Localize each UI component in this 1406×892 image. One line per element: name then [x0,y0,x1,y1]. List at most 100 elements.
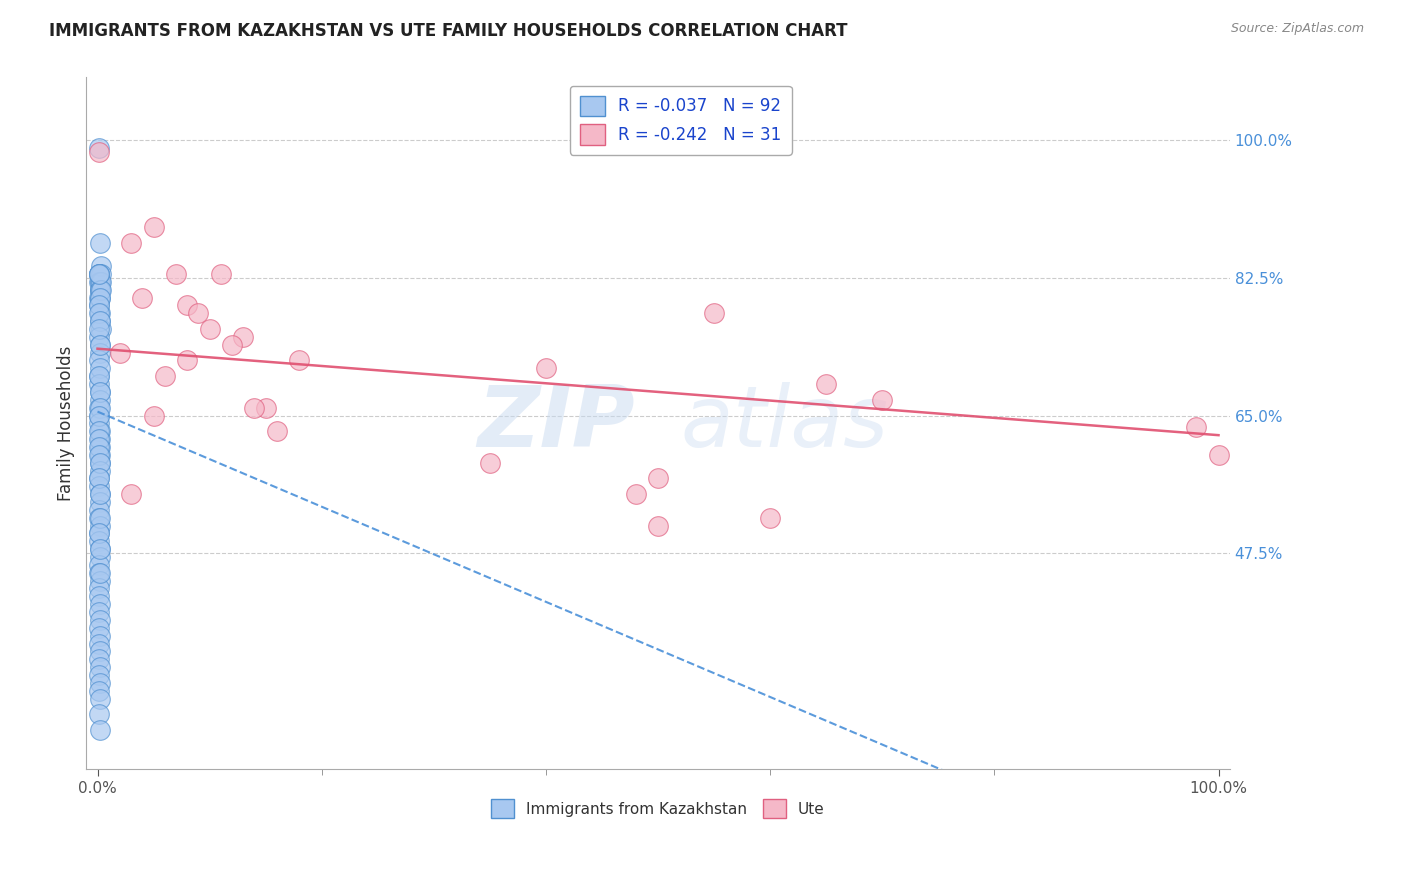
Point [87,409,110,423]
Point [89,542,111,557]
Point [89,337,111,351]
Point [87,267,110,281]
Point [87,471,110,485]
Point [87,298,110,312]
Point [870,392,893,407]
Point [90,267,112,281]
Point [89,345,111,359]
Point [89,314,111,328]
Point [87,369,110,384]
Point [89,424,111,438]
Text: Source: ZipAtlas.com: Source: ZipAtlas.com [1230,22,1364,36]
Point [89,644,111,658]
Point [131,291,153,305]
Point [87,424,110,438]
Point [87,322,110,336]
Point [176,353,198,368]
Point [87,353,110,368]
Point [89,392,111,407]
Point [90,259,112,273]
Point [89,629,111,643]
Text: atlas: atlas [681,382,889,465]
Point [1185,420,1208,434]
Point [703,306,725,320]
Point [89,495,111,509]
Y-axis label: Family Households: Family Households [58,346,75,501]
Point [142,219,165,234]
Point [87,526,110,541]
Point [89,275,111,289]
Point [89,487,111,501]
Point [89,723,111,737]
Point [89,361,111,376]
Point [89,464,111,478]
Point [87,683,110,698]
Point [89,448,111,462]
Point [87,707,110,722]
Point [87,534,110,549]
Point [89,337,111,351]
Point [89,574,111,588]
Point [89,432,111,446]
Point [87,267,110,281]
Point [815,377,838,392]
Point [89,549,111,564]
Point [89,283,111,297]
Point [87,605,110,619]
Point [89,456,111,470]
Point [87,479,110,493]
Point [89,314,111,328]
Point [89,283,111,297]
Point [87,558,110,572]
Point [89,306,111,320]
Point [87,417,110,431]
Point [87,291,110,305]
Point [87,141,110,155]
Point [87,432,110,446]
Point [153,369,176,384]
Point [87,503,110,517]
Point [87,621,110,635]
Point [198,322,221,336]
Point [478,456,501,470]
Point [89,291,111,305]
Point [87,267,110,281]
Point [87,306,110,320]
Point [108,345,131,359]
Point [87,471,110,485]
Point [89,283,111,297]
Point [89,518,111,533]
Point [87,566,110,580]
Point [647,518,669,533]
Point [534,361,557,376]
Point [87,652,110,666]
Point [87,440,110,454]
Point [87,636,110,650]
Point [89,542,111,557]
Point [89,384,111,399]
Point [90,275,112,289]
Point [624,487,647,501]
Point [87,275,110,289]
Point [89,291,111,305]
Point [89,440,111,454]
Point [759,510,782,524]
Point [87,298,110,312]
Point [120,235,142,250]
Point [90,283,112,297]
Point [87,401,110,415]
Point [221,337,243,351]
Point [87,145,110,160]
Point [89,487,111,501]
Point [89,566,111,580]
Point [209,267,232,281]
Point [89,613,111,627]
Point [87,448,110,462]
Point [647,471,669,485]
Point [89,691,111,706]
Point [89,384,111,399]
Point [165,267,187,281]
Point [243,401,266,415]
Point [266,424,288,438]
Point [89,510,111,524]
